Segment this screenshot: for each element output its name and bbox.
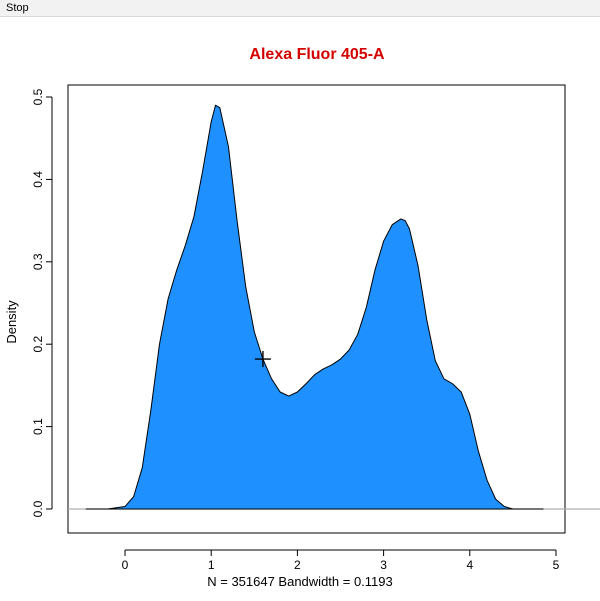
y-tick-label-2: 0.2 [31,336,45,353]
plot-area: Alexa Fluor 405-A 0 1 2 3 4 5 0.0 0.1 0.2 0.3 0.4 0… [0,17,600,596]
plot-frame [67,84,566,534]
x-axis-label: N = 351647 Bandwidth = 0.1193 [207,574,393,589]
axes-layer: 0 1 2 3 4 5 0.0 0.1 0.2 0.3 0.4 0.5 [31,88,560,572]
x-tick-label-4: 4 [466,558,473,572]
x-tick-label-3: 3 [380,558,387,572]
density-plot: Alexa Fluor 405-A 0 1 2 3 4 50.00.10.20.30.40… [4,46,600,589]
crosshair-cursor-icon [254,351,271,368]
y-tick-label-4: 0.4 [31,171,45,188]
density-area-0 [85,104,544,510]
x-tick-label-0: 0 [122,558,129,572]
menu-bar: Stop [0,0,600,17]
y-tick-label-5: 0.5 [31,88,45,105]
x-tick-label-2: 2 [294,558,301,572]
chart-title: Alexa Fluor 405-A [249,46,385,63]
y-tick-label-1: 0.1 [31,418,45,435]
y-tick-label-0: 0.0 [31,500,45,517]
density-layer [68,104,600,510]
x-tick-label-1: 1 [208,558,215,572]
y-axis-label: Density [4,300,19,344]
menu-item-stop[interactable]: Stop [6,2,29,14]
y-tick-label-3: 0.3 [31,253,45,270]
x-tick-label-5: 5 [553,558,560,572]
